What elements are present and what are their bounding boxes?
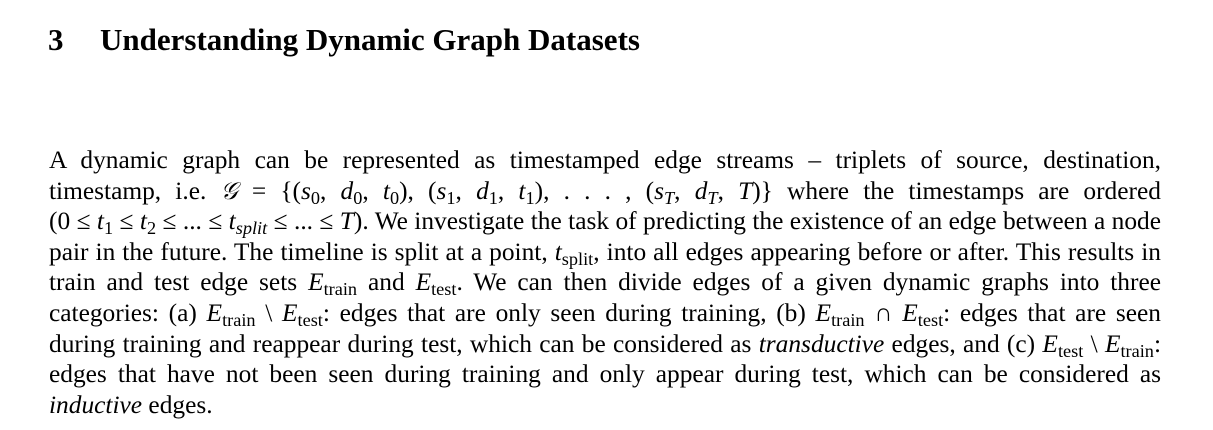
transductive-term: transductive [758, 329, 885, 358]
category-a-description: : edges that are only seen during traini… [322, 298, 806, 327]
sentence-end: edges. [148, 390, 213, 419]
inductive-term: inductive [49, 390, 143, 419]
sentence-intro: A dynamic graph can be represented as ti… [49, 146, 1161, 205]
category-c-description: : edges that have not been seen during t… [49, 329, 1161, 389]
category-c-lead: edges, and (c) [891, 329, 1036, 358]
section-number: 3 [48, 22, 64, 57]
sentence-task: We investigate the task of predicting th… [49, 207, 1162, 266]
graph-definition-equation: 𝒢 = {(s0, d0, t0), (s1, d1, t1), . . . ,… [220, 176, 773, 208]
sentence-categories: . We can then divide edges of a given dy… [49, 268, 1161, 327]
category-b-description: : edges that are seen during training an… [49, 298, 1161, 358]
category-a-expression: Etrain \ Etest [206, 298, 323, 331]
section-title: Understanding Dynamic Graph Datasets [100, 22, 640, 57]
category-b-expression: Etrain ∩ Etest [815, 298, 944, 331]
section-heading: 3 Understanding Dynamic Graph Datasets [48, 20, 640, 60]
and-word: and [367, 268, 405, 297]
timestamp-order-equation: (0 ≤ t1 ≤ t2 ≤ ... ≤ tsplit ≤ ... ≤ T). [49, 207, 369, 239]
body-paragraph: A dynamic graph can be represented as ti… [49, 145, 1161, 420]
sentence-split: , into all edges appearing before or aft… [49, 237, 1161, 297]
sentence-ordered: where the timestamps are ordered [787, 176, 1161, 205]
category-c-expression: Etest \ Etrain [1042, 329, 1154, 361]
e-test-symbol: Etest [415, 268, 457, 300]
e-train-symbol: Etrain [308, 268, 358, 300]
t-split-symbol: tsplit [554, 237, 594, 269]
